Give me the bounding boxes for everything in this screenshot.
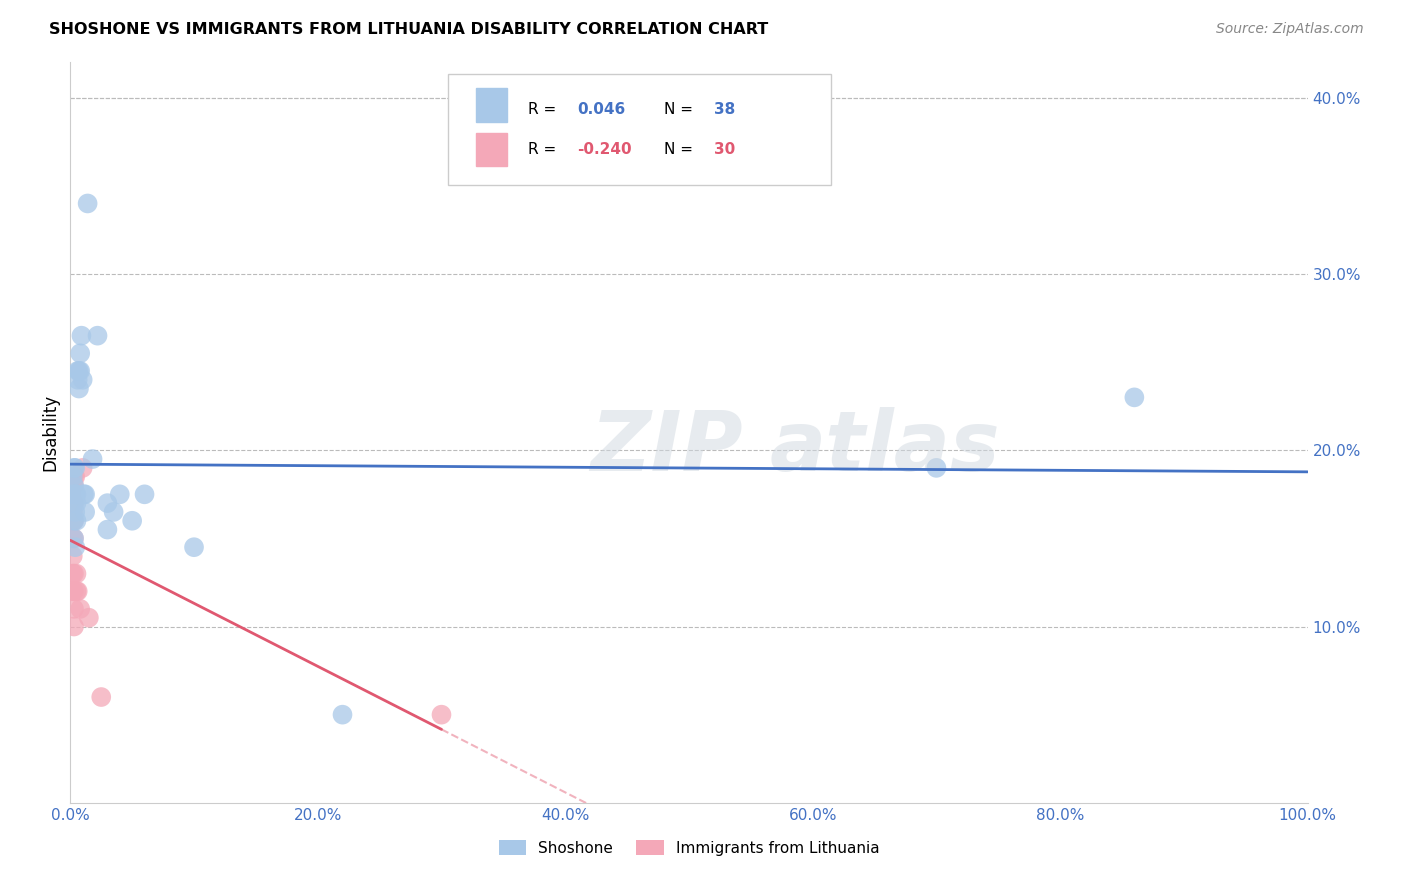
Point: [86, 328, 108, 343]
Bar: [477, 88, 508, 121]
Point: [63, 532, 86, 546]
Point: [63, 584, 86, 599]
Point: [70, 328, 93, 343]
Point: [62, 469, 84, 483]
Text: N =: N =: [664, 142, 693, 157]
Point: [65, 487, 87, 501]
Point: [65, 514, 87, 528]
Y-axis label: Disability: Disability: [41, 394, 59, 471]
Point: [63, 514, 86, 528]
Point: [63, 496, 86, 510]
Text: Source: ZipAtlas.com: Source: ZipAtlas.com: [1216, 22, 1364, 37]
Point: [63, 478, 86, 492]
Point: [76, 196, 98, 211]
Point: [65, 461, 87, 475]
Point: [925, 461, 948, 475]
Point: [82, 452, 104, 467]
Point: [69, 364, 91, 378]
Point: [65, 496, 87, 510]
Point: [62, 514, 84, 528]
Point: [75, 505, 97, 519]
Point: [67, 382, 90, 396]
Point: [63, 496, 86, 510]
Point: [62, 566, 84, 581]
Text: N =: N =: [664, 102, 693, 117]
Point: [72, 461, 94, 475]
Point: [183, 540, 205, 554]
FancyBboxPatch shape: [447, 73, 831, 185]
Point: [63, 514, 86, 528]
Point: [60, 469, 83, 483]
Point: [62, 505, 84, 519]
Text: R =: R =: [529, 142, 557, 157]
Point: [63, 619, 86, 633]
Text: ZIP: ZIP: [591, 407, 742, 488]
Point: [63, 602, 86, 616]
Point: [96, 496, 118, 510]
Point: [65, 584, 87, 599]
Point: [108, 487, 131, 501]
Text: 38: 38: [714, 102, 735, 117]
Point: [90, 690, 112, 704]
Text: atlas: atlas: [769, 407, 1000, 488]
Point: [69, 602, 91, 616]
Legend: Shoshone, Immigrants from Lithuania: Shoshone, Immigrants from Lithuania: [492, 834, 886, 862]
Point: [62, 584, 84, 599]
Point: [63, 461, 86, 475]
Point: [73, 487, 96, 501]
Point: [63, 469, 86, 483]
Point: [72, 373, 94, 387]
Point: [63, 532, 86, 546]
Text: 30: 30: [714, 142, 735, 157]
Point: [62, 478, 84, 492]
Text: -0.240: -0.240: [578, 142, 633, 157]
Point: [62, 549, 84, 563]
Point: [134, 487, 156, 501]
Point: [65, 487, 87, 501]
Point: [62, 532, 84, 546]
Point: [103, 505, 125, 519]
Point: [63, 478, 86, 492]
Bar: [477, 133, 508, 166]
Point: [60, 478, 83, 492]
Point: [1123, 390, 1146, 404]
Point: [77, 610, 100, 624]
Point: [65, 469, 87, 483]
Text: 0.046: 0.046: [578, 102, 626, 117]
Point: [60, 487, 83, 501]
Point: [66, 373, 89, 387]
Point: [65, 505, 87, 519]
Point: [96, 523, 118, 537]
Point: [62, 469, 84, 483]
Point: [332, 707, 354, 722]
Point: [67, 364, 90, 378]
Point: [121, 514, 143, 528]
Point: [66, 584, 89, 599]
Text: R =: R =: [529, 102, 557, 117]
Point: [430, 707, 453, 722]
Point: [69, 346, 91, 360]
Point: [62, 487, 84, 501]
Point: [65, 566, 87, 581]
Point: [63, 566, 86, 581]
Point: [65, 540, 87, 554]
Text: SHOSHONE VS IMMIGRANTS FROM LITHUANIA DISABILITY CORRELATION CHART: SHOSHONE VS IMMIGRANTS FROM LITHUANIA DI…: [49, 22, 769, 37]
Point: [66, 364, 89, 378]
Point: [75, 487, 97, 501]
Point: [62, 496, 84, 510]
